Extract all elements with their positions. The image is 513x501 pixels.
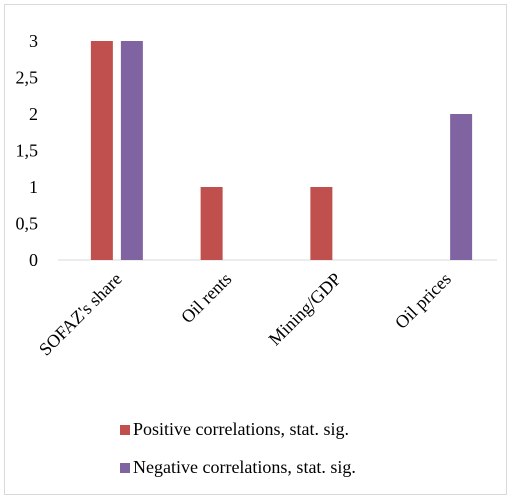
legend-swatch [120, 425, 130, 435]
bar-positive-0 [90, 41, 113, 260]
y-tick-label: 2,5 [16, 68, 39, 88]
legend-label: Negative correlations, stat. sig. [133, 457, 356, 477]
bar-positive-1 [200, 187, 223, 260]
bar-positive-2 [310, 187, 333, 260]
bar-negative-0 [120, 41, 143, 260]
category-label: Oil prices [391, 269, 455, 333]
category-label: Mining/GDP [265, 269, 346, 350]
legend-label: Positive correlations, stat. sig. [133, 419, 349, 439]
y-tick-label: 0,5 [16, 214, 39, 234]
y-tick-label: 0 [29, 250, 38, 270]
y-tick-label: 1 [29, 177, 38, 197]
legend-swatch [120, 463, 130, 473]
category-label: SOFAZ's share [35, 269, 126, 360]
y-tick-label: 1,5 [16, 141, 39, 161]
category-labels: SOFAZ's share Oil rents Mining/GDP Oil pric… [35, 269, 455, 360]
category-label: Oil rents [177, 269, 235, 327]
y-tick-label: 2 [29, 104, 38, 124]
bars-layer [90, 41, 473, 260]
axis-layer: 0 0,5 1 1,5 2 2,5 3 [16, 31, 497, 270]
bar-chart: 0 0,5 1 1,5 2 2,5 3 SOFAZ's share Oil rents Mini… [16, 31, 497, 477]
y-tick-label: 3 [29, 31, 38, 51]
bar-negative-3 [450, 114, 473, 260]
chart-frame: 0 0,5 1 1,5 2 2,5 3 SOFAZ's share Oil rents Mini… [4, 4, 507, 495]
legend: Positive correlations, stat. sig. Negativ… [120, 419, 356, 477]
